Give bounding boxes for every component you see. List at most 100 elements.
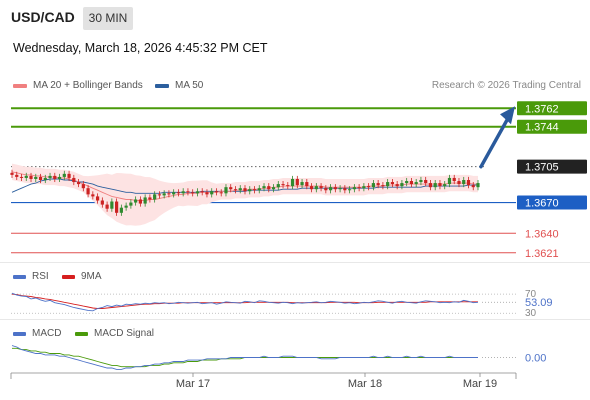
candle-body [405, 181, 409, 184]
candle-body [62, 173, 66, 177]
level-label-bg-1.3705 [517, 159, 587, 174]
x-tick-label: Mar 19 [463, 378, 497, 390]
macd-panel: 0.00 [11, 345, 546, 370]
candle-body [348, 189, 352, 191]
candle-body [343, 188, 347, 191]
candle-body [229, 187, 233, 190]
rsi-ma9-line [11, 293, 478, 309]
candle-body [210, 191, 214, 195]
candle-body [186, 191, 190, 193]
candle-body [214, 191, 219, 193]
candle-body [409, 181, 414, 185]
candle-body [233, 189, 238, 191]
macd-swatch [13, 332, 26, 336]
candle-body [414, 182, 418, 185]
candle-body [195, 191, 200, 194]
level-label-1.3621: 1.3621 [525, 248, 559, 260]
symbol-title: USD/CAD [11, 9, 75, 25]
rsi-level-label-70: 70 [525, 289, 537, 300]
candle-body [10, 172, 14, 175]
candle-body [38, 176, 43, 180]
candle-body [157, 194, 162, 196]
ma9-swatch [62, 275, 75, 279]
candle-body [390, 182, 395, 185]
candle-body [262, 186, 266, 189]
candle-body [15, 174, 19, 177]
level-label-1.3762: 1.3762 [525, 103, 559, 115]
candle-body [200, 191, 204, 193]
candle-body [295, 178, 299, 186]
candle-body [219, 192, 223, 194]
macd-line [11, 345, 478, 370]
bollinger-band [12, 163, 478, 226]
candle-body [447, 177, 452, 185]
candle-body [34, 176, 38, 179]
level-label-1.3640: 1.3640 [525, 228, 559, 240]
candle-body [248, 189, 252, 192]
candle-body [53, 175, 57, 179]
rsi-swatch [13, 275, 26, 279]
candle-body [24, 175, 28, 178]
candle-body [314, 186, 318, 190]
candle-body [86, 188, 90, 195]
candle-body [257, 188, 261, 191]
candle-body [300, 182, 304, 186]
legend-ma20: MA 20 + Bollinger Bands [13, 80, 193, 94]
timeframe-badge[interactable]: 30 MIN [83, 7, 133, 30]
candle-body [333, 187, 337, 190]
candle-body [95, 196, 100, 201]
candle-body [400, 183, 404, 187]
ma20-legend-label: MA 20 + Bollinger Bands [33, 80, 143, 91]
candle-body [76, 182, 81, 185]
candle-body [129, 202, 133, 206]
candle-body [110, 201, 114, 209]
candle-body [153, 194, 157, 200]
candle-body [81, 184, 85, 189]
candle-body [162, 193, 166, 196]
candle-body [148, 197, 152, 200]
arrow-head [500, 106, 515, 125]
level-label-1.3744: 1.3744 [525, 122, 559, 134]
rsi-legend-label: RSI [32, 271, 49, 282]
level-label-bg-1.3762 [517, 101, 587, 116]
candle-body [476, 183, 480, 188]
candle-body [290, 178, 295, 187]
legend-ma9: 9MA [62, 271, 122, 285]
x-tick-label: Mar 18 [348, 378, 382, 390]
candle-body [238, 188, 242, 191]
candle-body [271, 187, 276, 190]
candle-body [338, 188, 342, 190]
ma50-swatch [155, 84, 169, 88]
candle-body [252, 189, 257, 191]
x-tick-label: Mar 17 [176, 378, 210, 390]
candle-body [267, 186, 271, 190]
legend-rsi: RSI [13, 271, 73, 285]
candle-body [43, 177, 47, 180]
level-labels: 1.3762 1.3744 1.3705 1.3670 1.3640 1.3621 [517, 101, 587, 260]
ma9-legend-label: 9MA [81, 271, 102, 282]
research-credit: Research © 2026 Trading Central [431, 80, 581, 91]
candle-body [395, 184, 399, 187]
candle-body [462, 180, 466, 185]
x-axis: Mar 17 Mar 18 Mar 19 [10, 372, 517, 390]
candle-body [167, 193, 171, 195]
candle-body [357, 187, 361, 189]
candle-body [362, 186, 366, 189]
candle-body [305, 182, 309, 187]
candle-body [371, 183, 375, 188]
candle-body [276, 184, 280, 188]
candle-body [324, 188, 328, 191]
candle-body [176, 192, 181, 194]
candle-body [424, 180, 428, 184]
legend-ma50: MA 50 [155, 80, 235, 94]
rsi-line [11, 292, 479, 312]
level-label-1.3670: 1.3670 [525, 198, 559, 210]
candle-body [386, 182, 390, 187]
ma50-legend-label: MA 50 [175, 80, 204, 91]
candle-body [119, 207, 123, 213]
candle-body [376, 183, 380, 186]
macd-signal-legend-label: MACD Signal [94, 328, 155, 339]
macd-signal-swatch [75, 332, 88, 336]
